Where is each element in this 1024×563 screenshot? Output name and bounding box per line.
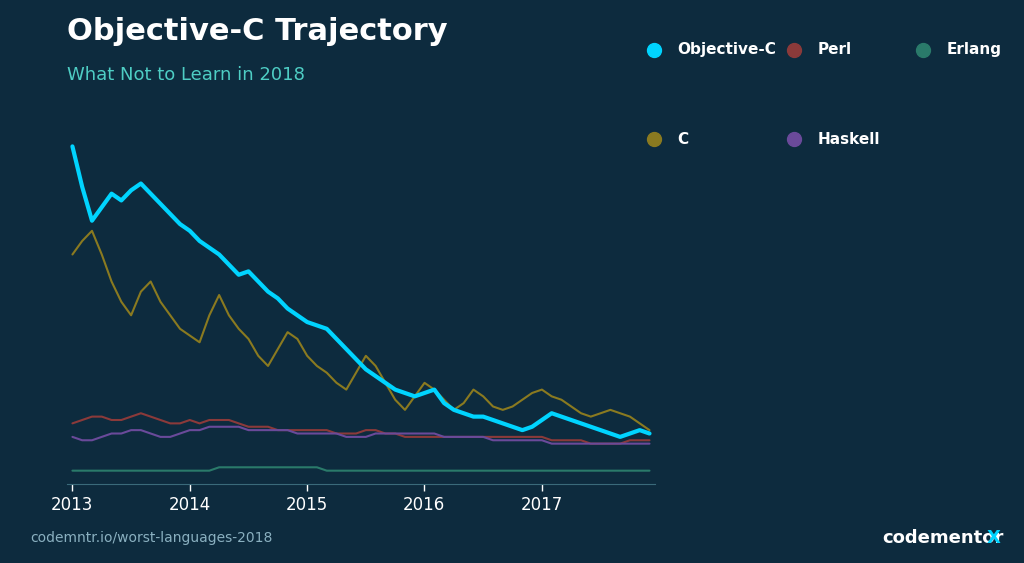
Text: Objective-C Trajectory: Objective-C Trajectory — [67, 17, 447, 46]
Text: Objective-C: Objective-C — [678, 42, 776, 57]
Text: codementor: codementor — [883, 529, 1005, 547]
Text: Perl: Perl — [818, 42, 852, 57]
Text: Erlang: Erlang — [946, 42, 1001, 57]
Text: What Not to Learn in 2018: What Not to Learn in 2018 — [67, 66, 304, 84]
Text: X: X — [987, 529, 1001, 547]
Text: C: C — [678, 132, 689, 147]
Text: codemntr.io/worst-languages-2018: codemntr.io/worst-languages-2018 — [31, 531, 273, 544]
Text: Haskell: Haskell — [818, 132, 881, 147]
